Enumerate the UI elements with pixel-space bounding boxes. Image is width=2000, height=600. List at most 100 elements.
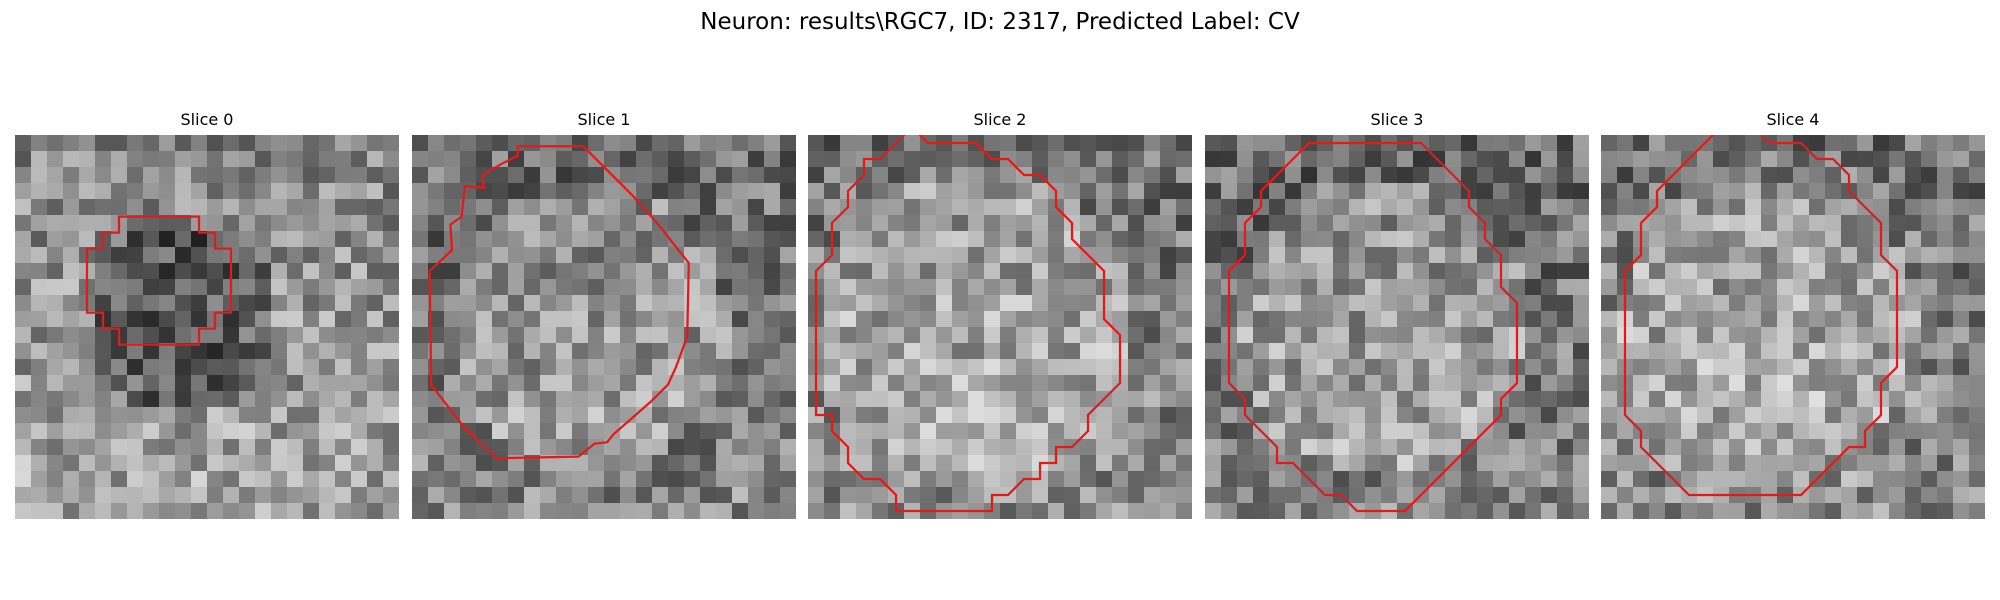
- pixel: [175, 167, 192, 184]
- pixel: [1176, 183, 1192, 200]
- pixel: [95, 167, 112, 184]
- pixel: [143, 503, 160, 519]
- pixel: [1205, 487, 1222, 504]
- pixel: [428, 487, 445, 504]
- pixel: [856, 327, 873, 344]
- pixel: [1761, 263, 1778, 280]
- pixel: [1301, 327, 1318, 344]
- pixel: [15, 359, 32, 376]
- pixel: [1729, 423, 1746, 440]
- segmentation-contour: [1227, 141, 1519, 513]
- pixel: [1160, 215, 1177, 232]
- pixel: [1000, 471, 1017, 488]
- pixel: [1317, 279, 1334, 296]
- pixel: [1160, 183, 1177, 200]
- pixel: [780, 503, 796, 519]
- pixel: [1921, 167, 1938, 184]
- pixel: [335, 391, 352, 408]
- pixel: [1160, 391, 1177, 408]
- pixel: [1080, 311, 1097, 328]
- pixel: [303, 263, 320, 280]
- pixel: [1509, 423, 1526, 440]
- pixel: [1953, 487, 1970, 504]
- pixel: [636, 391, 653, 408]
- pixel: [1285, 199, 1302, 216]
- pixel: [1841, 279, 1858, 296]
- pixel: [444, 247, 461, 264]
- pixel: [1697, 247, 1714, 264]
- pixel: [1445, 215, 1462, 232]
- pixel: [143, 215, 160, 232]
- pixel: [303, 183, 320, 200]
- pixel: [31, 327, 48, 344]
- pixel: [191, 231, 208, 248]
- pixel: [764, 503, 781, 519]
- pixel: [764, 295, 781, 312]
- pixel: [840, 407, 857, 424]
- pixel: [1633, 199, 1650, 216]
- pixel: [1601, 231, 1618, 248]
- pixel: [668, 135, 685, 152]
- pixel: [1429, 183, 1446, 200]
- pixel: [920, 183, 937, 200]
- pixel: [127, 471, 144, 488]
- pixel: [1160, 343, 1177, 360]
- pixel: [428, 199, 445, 216]
- pixel: [1237, 295, 1254, 312]
- pixel: [872, 199, 889, 216]
- pixel: [1301, 215, 1318, 232]
- pixel: [588, 359, 605, 376]
- pixel: [984, 311, 1001, 328]
- pixel: [1841, 471, 1858, 488]
- pixel: [1237, 279, 1254, 296]
- pixel: [1349, 439, 1366, 456]
- pixel: [1253, 487, 1270, 504]
- pixel: [984, 391, 1001, 408]
- pixel: [684, 247, 701, 264]
- pixel: [207, 503, 224, 519]
- pixel: [1333, 423, 1350, 440]
- pixel: [1253, 215, 1270, 232]
- pixel: [1541, 263, 1558, 280]
- pixel: [1825, 439, 1842, 456]
- pixel: [223, 471, 240, 488]
- pixel: [1665, 215, 1682, 232]
- pixel: [1713, 247, 1730, 264]
- pixel: [604, 487, 621, 504]
- pixel: [1953, 247, 1970, 264]
- pixel: [1429, 359, 1446, 376]
- pixel: [1541, 423, 1558, 440]
- pixel: [476, 327, 493, 344]
- pixel: [1509, 391, 1526, 408]
- pixel: [1128, 167, 1145, 184]
- pixel: [764, 375, 781, 392]
- pixel: [1080, 167, 1097, 184]
- pixel: [1096, 183, 1113, 200]
- pixel: [191, 135, 208, 152]
- pixel: [1889, 151, 1906, 168]
- pixel: [460, 215, 477, 232]
- pixel: [1697, 167, 1714, 184]
- pixel: [1601, 455, 1618, 472]
- pixel: [984, 359, 1001, 376]
- pixel: [620, 199, 637, 216]
- pixel: [1633, 263, 1650, 280]
- pixel: [780, 375, 796, 392]
- pixel: [255, 487, 272, 504]
- pixel: [1761, 375, 1778, 392]
- pixel: [15, 231, 32, 248]
- pixel: [588, 391, 605, 408]
- pixel: [351, 503, 368, 519]
- pixel: [351, 311, 368, 328]
- pixel: [63, 359, 80, 376]
- pixel: [1809, 199, 1826, 216]
- pixel: [175, 471, 192, 488]
- pixel: [780, 167, 796, 184]
- pixel: [1713, 327, 1730, 344]
- pixel: [1633, 135, 1650, 152]
- pixel: [1509, 215, 1526, 232]
- pixel: [748, 343, 765, 360]
- pixel: [1000, 407, 1017, 424]
- pixel: [1269, 375, 1286, 392]
- pixel: [716, 343, 733, 360]
